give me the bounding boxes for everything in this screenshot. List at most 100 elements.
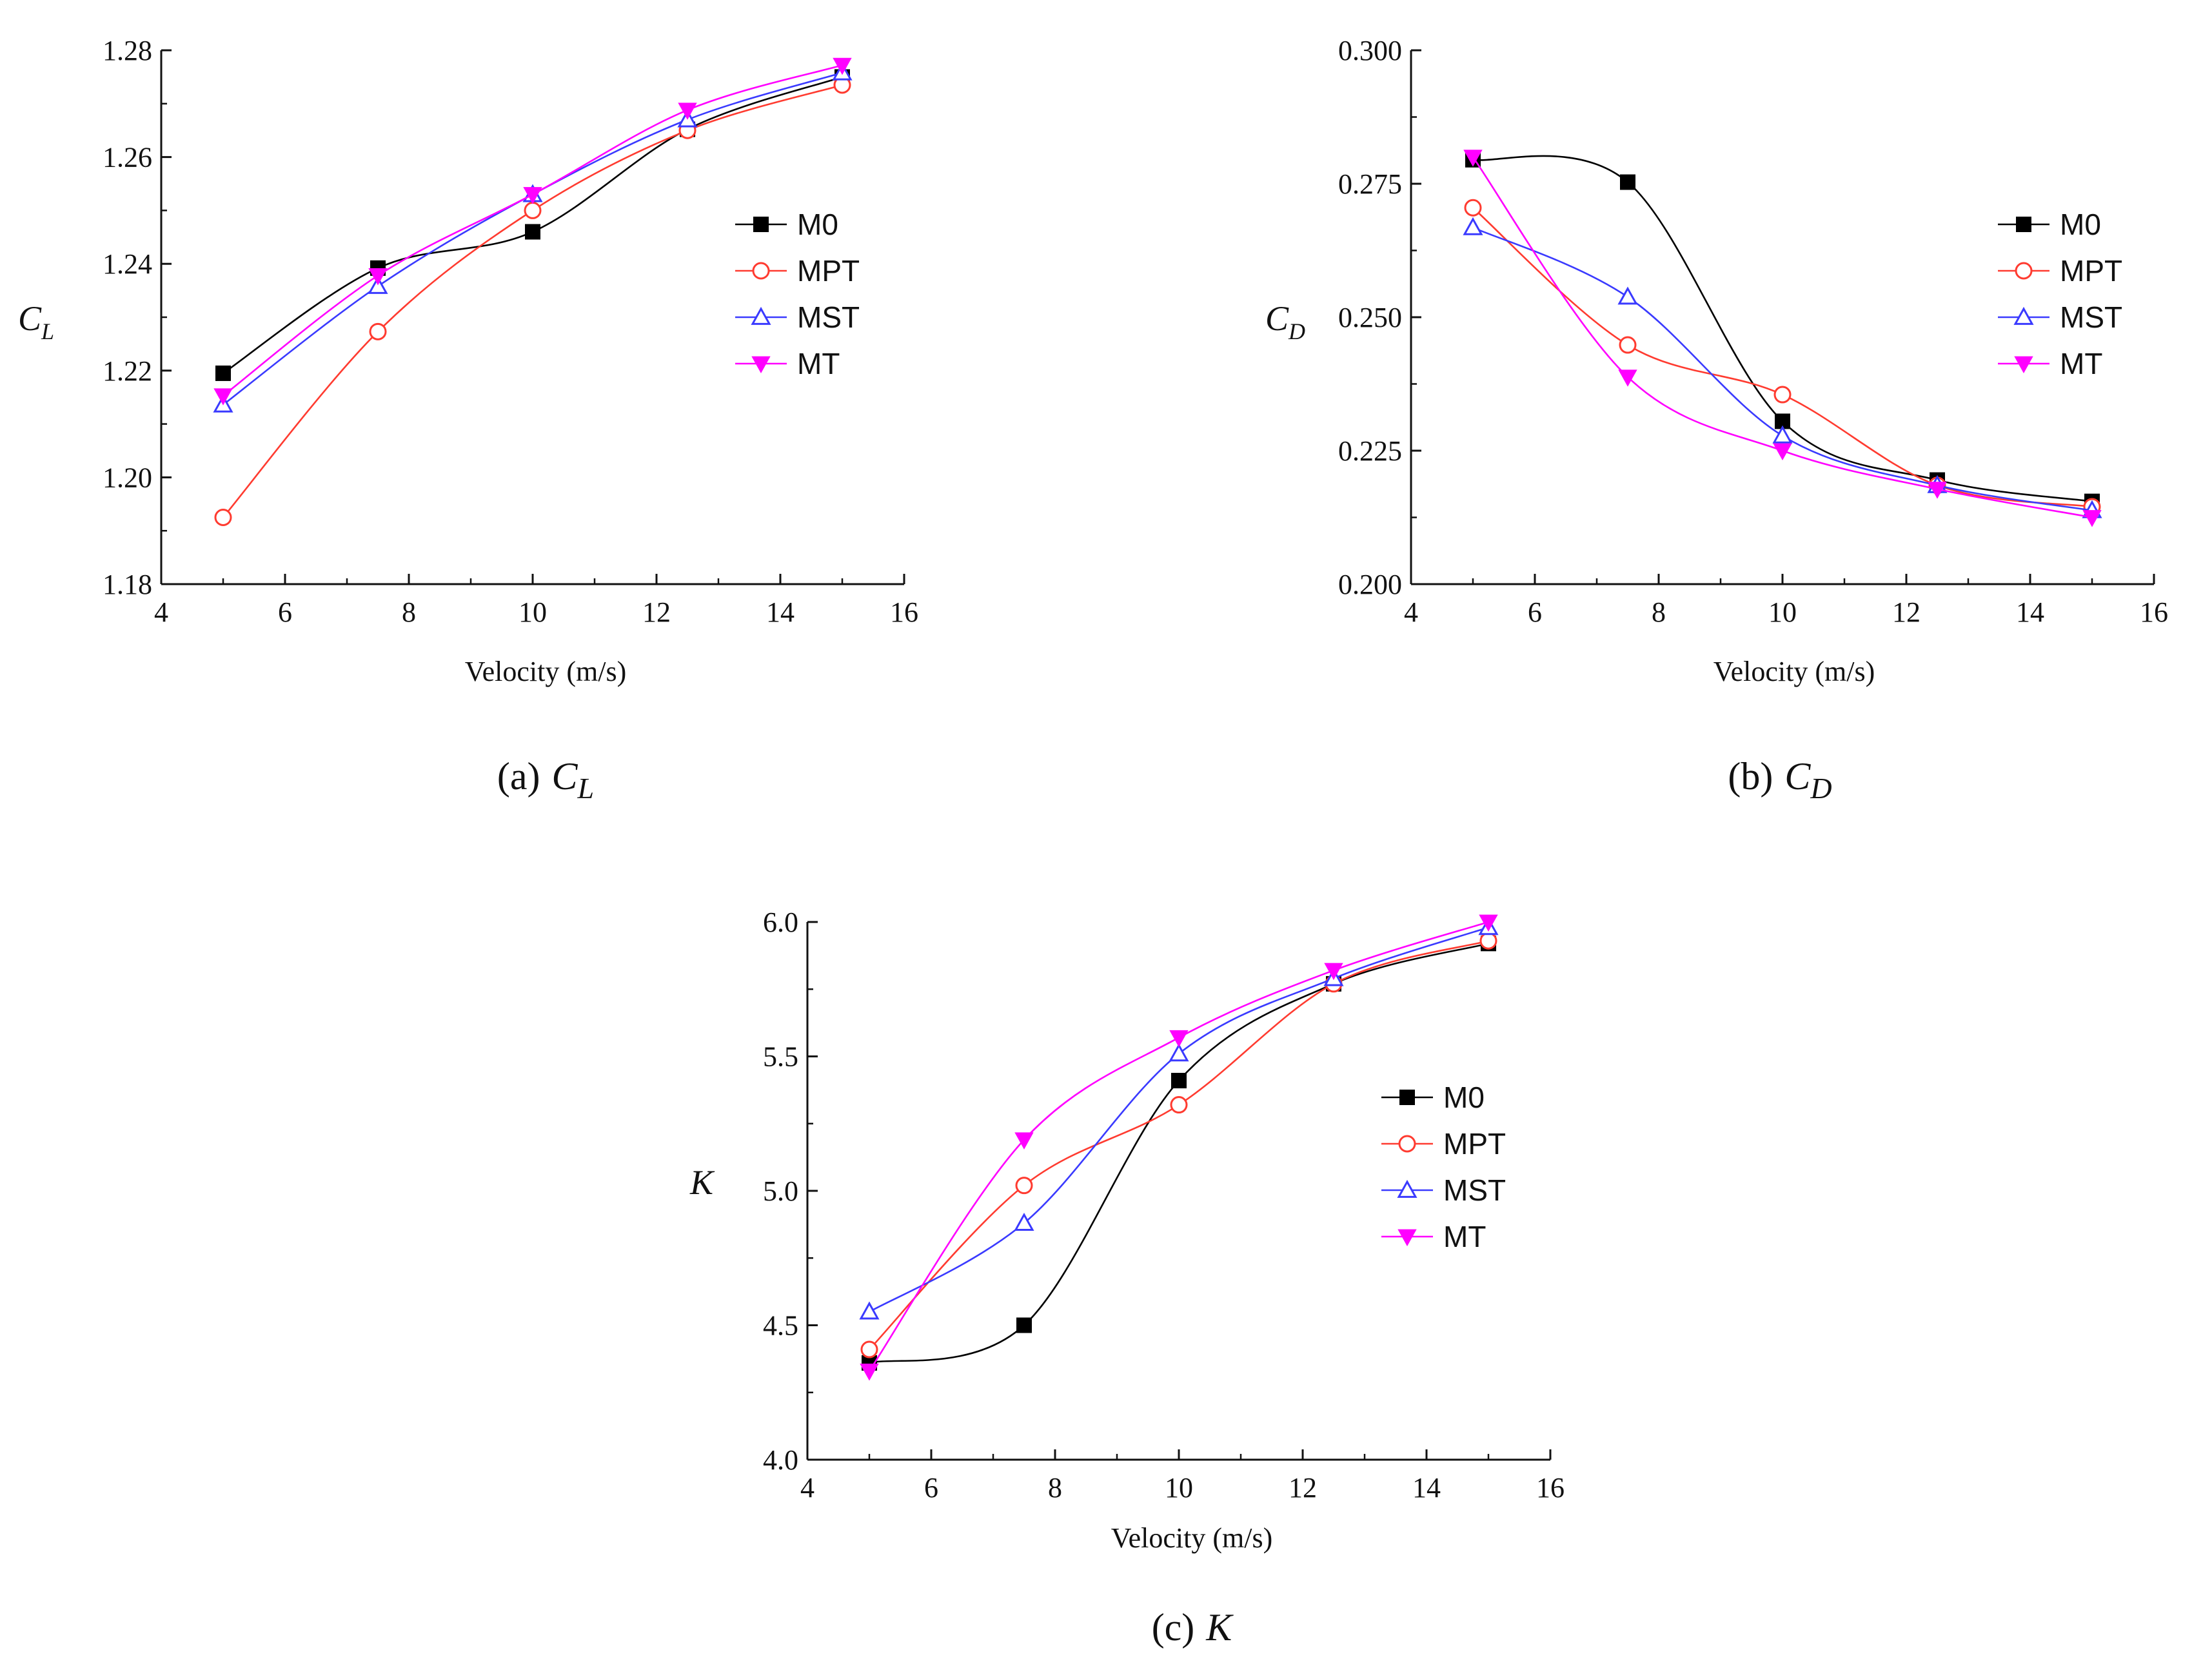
panel-c-mpt-point bbox=[1015, 1177, 1033, 1195]
panel-a-y-axis-label: CL bbox=[18, 299, 54, 344]
panel-b-x-tick-label: 8 bbox=[1652, 596, 1666, 628]
panel-b-y-tick-label: 0.225 bbox=[1338, 435, 1402, 467]
panel-c-y-tick-label: 5.0 bbox=[763, 1175, 798, 1207]
panel-c-x-tick-label: 8 bbox=[1048, 1472, 1062, 1504]
panel-b-legend-mst-label: MST bbox=[2060, 300, 2122, 334]
panel-b-mst-point bbox=[1463, 217, 1483, 235]
panel-a-series bbox=[213, 57, 853, 526]
panel-b-mpt-point bbox=[1619, 336, 1637, 354]
panel-a-legend-m0-label: M0 bbox=[797, 208, 838, 241]
panel-b-y-tick-label: 0.275 bbox=[1338, 168, 1402, 200]
panel-b-legend-m0-label: M0 bbox=[2060, 208, 2101, 241]
panel-c-axes: 4 6 8 10 12 14 16 4.0 4.5 5.0 5.5 6.0 bbox=[763, 906, 1565, 1504]
panel-c-legend-m0-label: M0 bbox=[1443, 1081, 1485, 1114]
panel-a-legend-m0-marker bbox=[753, 217, 769, 232]
panel-c-legend-mst-label: MST bbox=[1443, 1173, 1506, 1207]
panel-a-mt-point bbox=[213, 388, 233, 406]
panel-a-x-tick-label: 4 bbox=[154, 596, 168, 628]
panel-a-y-tick-label: 1.26 bbox=[103, 142, 152, 173]
panel-b-mpt-point bbox=[1464, 199, 1482, 217]
panel-a-mt-point bbox=[678, 103, 697, 120]
panel-b-legend-mt-marker bbox=[2014, 356, 2033, 374]
panel-c-legend: M0 MPT MST MT bbox=[1381, 1081, 1506, 1253]
panel-b-series-m0-line bbox=[1472, 155, 2093, 502]
panel-c-series-m0-line bbox=[869, 943, 1489, 1364]
panel-c-legend-mpt-label: MPT bbox=[1443, 1127, 1506, 1161]
panel-c-series-mt-line bbox=[868, 921, 1489, 1372]
panel-c-mt-point bbox=[1324, 963, 1343, 981]
panel-a-legend-mst-label: MST bbox=[797, 300, 860, 334]
panel-a-legend-mpt-label: MPT bbox=[797, 254, 860, 288]
panel-a-mpt-point bbox=[214, 509, 232, 526]
panel-b-y-axis-label: CD bbox=[1265, 299, 1305, 344]
panel-a-mt-point bbox=[368, 268, 388, 286]
panel-b-legend-m0-marker bbox=[2016, 217, 2031, 232]
panel-b-x-tick-label: 4 bbox=[1404, 596, 1418, 628]
panel-c-legend-m0-marker bbox=[1399, 1090, 1415, 1105]
panel-c-mt-point bbox=[860, 1363, 879, 1381]
panel-c-y-axis-label: K bbox=[689, 1163, 715, 1202]
panel-c-series bbox=[859, 914, 1499, 1381]
panel-b-mt-point bbox=[1463, 150, 1483, 167]
panel-b-series-mt-line bbox=[1472, 156, 2093, 518]
panel-c-mpt-point bbox=[860, 1340, 878, 1358]
panel-a-x-tick-label: 6 bbox=[278, 596, 292, 628]
panel-c-caption: (c) K bbox=[1152, 1606, 1234, 1649]
panel-b-axes: 4 6 8 10 12 14 16 0.200 0.225 0.250 0.275 0.300 bbox=[1338, 35, 2168, 628]
panel-c-y-tick-label: 4.5 bbox=[763, 1310, 798, 1342]
panel-a-axes: 4 6 8 10 12 14 16 1.18 1.20 1.22 1.24 1.26 1.28 bbox=[103, 35, 918, 628]
panel-b-y-tick-label: 0.200 bbox=[1338, 569, 1402, 600]
panel-a-x-tick-label: 12 bbox=[642, 596, 671, 628]
panel-c-y-tick-label: 5.5 bbox=[763, 1041, 798, 1073]
panel-a-x-tick-label: 10 bbox=[518, 596, 547, 628]
panel-a-cl-chart: 4 6 8 10 12 14 16 1.18 1.20 1.22 1.24 1.26 1.28 M0 MP… bbox=[18, 35, 918, 805]
panel-c-y-tick-label: 4.0 bbox=[763, 1444, 798, 1476]
panel-a-y-tick-label: 1.22 bbox=[103, 355, 152, 387]
panel-c-x-tick-label: 10 bbox=[1165, 1472, 1193, 1504]
panel-a-legend: M0 MPT MST MT bbox=[735, 208, 860, 380]
panel-b-legend: M0 MPT MST MT bbox=[1998, 208, 2122, 380]
panel-c-legend-mst-marker bbox=[1397, 1179, 1417, 1198]
panel-a-legend-mst-marker bbox=[751, 306, 771, 325]
panel-a-y-tick-label: 1.20 bbox=[103, 462, 152, 493]
panel-b-x-tick-label: 10 bbox=[1768, 596, 1797, 628]
panel-b-mst-point bbox=[1772, 425, 1793, 444]
panel-a-series-mpt-line bbox=[222, 84, 843, 518]
panel-b-mt-point bbox=[2082, 510, 2102, 527]
panel-c-mt-point bbox=[1169, 1030, 1189, 1048]
panel-a-x-tick-label: 8 bbox=[402, 596, 416, 628]
panel-a-legend-mpt-marker bbox=[752, 262, 770, 280]
panel-a-mt-point bbox=[523, 187, 542, 204]
panel-a-m0-point bbox=[215, 365, 231, 381]
panel-c-x-tick-label: 12 bbox=[1289, 1472, 1317, 1504]
panel-a-x-tick-label: 16 bbox=[890, 596, 918, 628]
panel-c-x-tick-label: 6 bbox=[924, 1472, 938, 1504]
panel-b-m0-point bbox=[1620, 174, 1635, 190]
panel-c-mst-point bbox=[859, 1301, 880, 1320]
panel-b-x-tick-label: 6 bbox=[1528, 596, 1542, 628]
panel-c-mt-point bbox=[1014, 1132, 1034, 1150]
panel-b-caption: (b) CD bbox=[1728, 755, 1832, 805]
panel-b-series-mpt-line bbox=[1472, 207, 2093, 508]
panel-b-mt-point bbox=[1773, 443, 1792, 461]
panel-b-legend-mst-marker bbox=[2013, 306, 2034, 325]
panel-a-mpt-point bbox=[369, 322, 387, 340]
panel-b-legend-mt-label: MT bbox=[2060, 347, 2102, 380]
panel-a-mpt-point bbox=[524, 201, 542, 219]
panel-a-m0-point bbox=[525, 224, 540, 240]
panel-c-x-axis-label: Velocity (m/s) bbox=[1111, 1522, 1273, 1554]
panel-c-mpt-point bbox=[1479, 932, 1497, 950]
panel-c-series-mpt-line bbox=[869, 939, 1489, 1350]
panel-b-mst-point bbox=[1617, 286, 1638, 305]
panel-b-x-tick-label: 14 bbox=[2016, 596, 2044, 628]
panel-b-x-tick-label: 16 bbox=[2140, 596, 2168, 628]
panel-a-mst-point bbox=[368, 275, 388, 294]
panel-b-legend-mpt-marker bbox=[2015, 262, 2033, 280]
panel-a-x-axis-label: Velocity (m/s) bbox=[465, 656, 627, 687]
panel-c-m0-point bbox=[1016, 1317, 1032, 1333]
panel-b-mt-point bbox=[1618, 369, 1637, 387]
panel-a-y-tick-label: 1.24 bbox=[103, 248, 152, 280]
panel-b-legend-mpt-label: MPT bbox=[2060, 254, 2122, 288]
